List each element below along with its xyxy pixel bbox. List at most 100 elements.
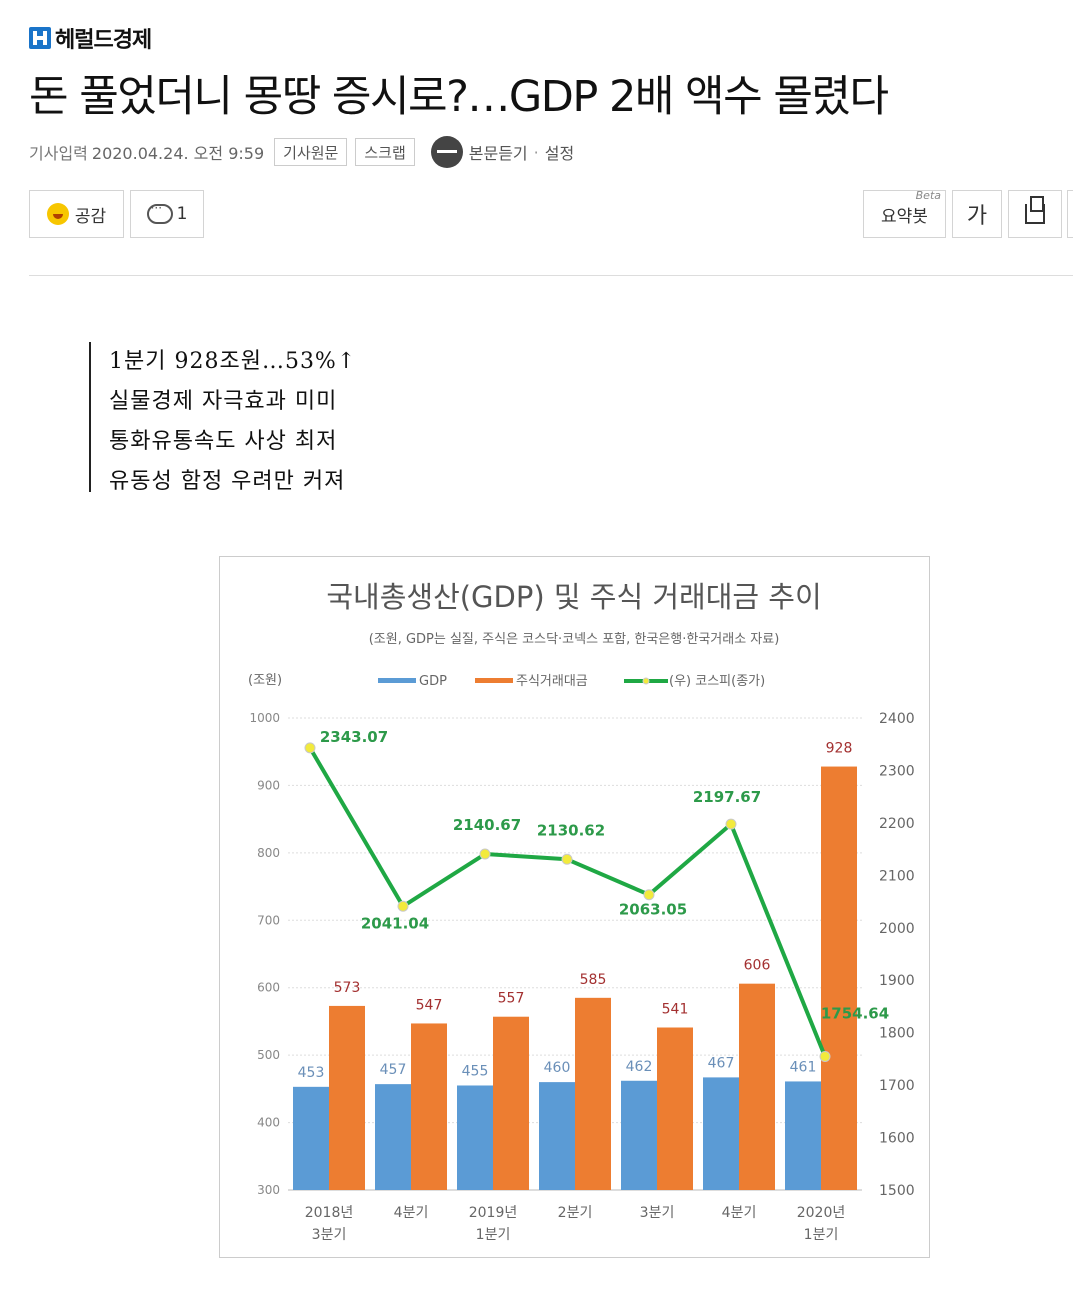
x-tick-label: 2분기	[558, 1205, 593, 1221]
summary-bot-button[interactable]: 요약봇 Beta	[863, 189, 946, 238]
bar-trading	[575, 997, 611, 1190]
kospi-value-label: 2063.05	[619, 901, 687, 919]
gdp-stock-chart: 국내총생산(GDP) 및 주식 거래대금 추이 (조원, GDP는 실질, 주식…	[219, 556, 930, 1258]
bar-label-trading: 606	[744, 958, 771, 974]
comment-button[interactable]: 1	[130, 190, 204, 238]
right-axis: 1500 1600 1700 1800 1900 2000 2100 2200 2300 2400	[879, 711, 915, 1199]
left-tick-label: 800	[257, 846, 280, 860]
article-meta: 기사입력 2020.04.24. 오전 9:59 기사원문 스크랩 본문듣기 ·…	[29, 136, 575, 168]
x-tick-label: 4분기	[722, 1205, 757, 1221]
bar-label-gdp: 467	[708, 1055, 735, 1071]
article-headline: 돈 풀었더니 몽땅 증시로?…GDP 2배 액수 몰렸다	[29, 72, 889, 122]
comment-count: 1	[176, 204, 188, 224]
article-summary: 1분기 928조원…53%↑ 실물경제 자극효과 미미 통화유통속도 사상 최저…	[89, 342, 399, 494]
kospi-value-label: 2343.07	[320, 728, 388, 746]
like-label: 공감	[74, 206, 107, 227]
legend-swatch-trading	[475, 678, 513, 683]
bar-label-gdp: 453	[298, 1065, 325, 1081]
beta-badge: Beta	[915, 189, 941, 202]
bar-trading	[821, 766, 857, 1190]
bar-label-gdp: 460	[544, 1060, 571, 1076]
bar-label-trading: 573	[334, 980, 361, 996]
right-tick-label: 1700	[879, 1078, 915, 1094]
bar-trading	[411, 1023, 447, 1190]
share-button-partial[interactable]	[1067, 190, 1073, 238]
bar-label-trading: 547	[416, 997, 443, 1013]
x-axis-labels: 2018년 3분기 4분기 2019년 1분기 2분기 3분기 4분기 2020년 1분기	[305, 1205, 846, 1243]
summary-line: 실물경제 자극효과 미미	[109, 389, 338, 414]
left-tick-label: 300	[257, 1183, 280, 1197]
bars	[293, 766, 857, 1190]
bar-label-gdp: 455	[462, 1063, 489, 1079]
settings-link[interactable]: 설정	[544, 144, 575, 163]
legend-label-kospi: (우) 코스피(종가)	[669, 674, 765, 689]
chart-subtitle: (조원, GDP는 실질, 주식은 코스닥·코넥스 포함, 한국은행·한국거래소…	[369, 631, 780, 647]
like-button[interactable]: 공감	[29, 190, 124, 238]
legend-label-gdp: GDP	[419, 674, 447, 689]
right-tick-label: 2200	[879, 816, 915, 832]
chart-title: 국내총생산(GDP) 및 주식 거래대금 추이	[326, 580, 821, 614]
kospi-point	[397, 900, 409, 912]
summary-line: 1분기 928조원…53%↑	[109, 349, 357, 374]
bar-gdp	[375, 1084, 411, 1190]
bar-gdp	[785, 1081, 821, 1190]
logo-text: 헤럴드경제	[55, 28, 152, 53]
bar-label-gdp: 461	[790, 1059, 817, 1075]
kospi-value-label: 1754.64	[821, 1004, 889, 1022]
bar-label-trading: 557	[498, 991, 525, 1007]
left-tick-label: 500	[257, 1048, 280, 1062]
bar-trading	[493, 1016, 529, 1190]
bar-label-gdp: 462	[626, 1059, 653, 1075]
comment-icon	[146, 201, 173, 224]
kospi-point	[725, 818, 737, 830]
bar-gdp	[457, 1085, 493, 1190]
x-tick-label: 2019년	[469, 1205, 518, 1221]
x-tick-label: 3분기	[640, 1205, 675, 1221]
y-unit-label: (조원)	[248, 673, 282, 688]
font-size-button[interactable]: 가	[952, 190, 1002, 238]
scrap-button[interactable]: 스크랩	[355, 138, 415, 166]
audio-listen-icon	[430, 136, 463, 168]
left-tick-label: 700	[257, 913, 280, 927]
smile-icon	[46, 203, 69, 225]
right-tick-label: 1800	[879, 1026, 915, 1042]
summary-line: 유동성 함정 우려만 커져	[109, 469, 346, 494]
x-tick-label: 3분기	[312, 1227, 347, 1243]
listen-control[interactable]: 본문듣기 · 설정	[430, 136, 575, 168]
left-tick-label: 1000	[249, 711, 280, 725]
x-tick-label: 1분기	[476, 1227, 511, 1243]
bar-gdp	[293, 1086, 329, 1190]
font-size-label: 가	[966, 204, 988, 229]
bar-label-gdp: 457	[380, 1062, 407, 1078]
kospi-point	[479, 848, 491, 860]
left-tick-label: 900	[257, 778, 280, 792]
bar-value-labels: 453 573 457 547 455 557 460 585 462 541 467 606 461 9…	[298, 741, 853, 1081]
left-tick-label: 600	[257, 981, 280, 995]
original-article-button[interactable]: 기사원문	[274, 138, 348, 166]
header-divider	[29, 275, 1073, 276]
bar-trading	[739, 983, 775, 1190]
kospi-point	[819, 1050, 831, 1062]
right-tick-label: 1500	[879, 1183, 915, 1199]
kospi-value-label: 2041.04	[361, 914, 429, 932]
kospi-point	[304, 742, 316, 754]
kospi-line: 2343.07 2041.04 2140.67 2130.62 2063.05 2197.…	[304, 728, 889, 1062]
bar-gdp	[621, 1080, 657, 1190]
bar-trading	[657, 1027, 693, 1190]
summary-bot-label: 요약봇	[881, 206, 928, 227]
listen-label[interactable]: 본문듣기	[468, 144, 528, 163]
print-button[interactable]	[1008, 190, 1062, 238]
right-tick-label: 1900	[879, 973, 915, 989]
legend-marker-kospi	[642, 677, 650, 685]
right-tick-label: 2400	[879, 711, 915, 727]
legend-swatch-gdp	[378, 678, 416, 683]
bar-gdp	[703, 1077, 739, 1190]
kospi-value-label: 2140.67	[453, 816, 521, 834]
bar-label-trading: 585	[580, 972, 607, 988]
summary-line: 통화유통속도 사상 최저	[109, 429, 338, 454]
site-logo[interactable]: 헤럴드경제	[29, 26, 152, 53]
meta-label: 기사입력	[29, 144, 88, 163]
right-tick-label: 2300	[879, 763, 915, 779]
right-tick-label: 2000	[879, 921, 915, 937]
bar-trading	[329, 1005, 365, 1190]
